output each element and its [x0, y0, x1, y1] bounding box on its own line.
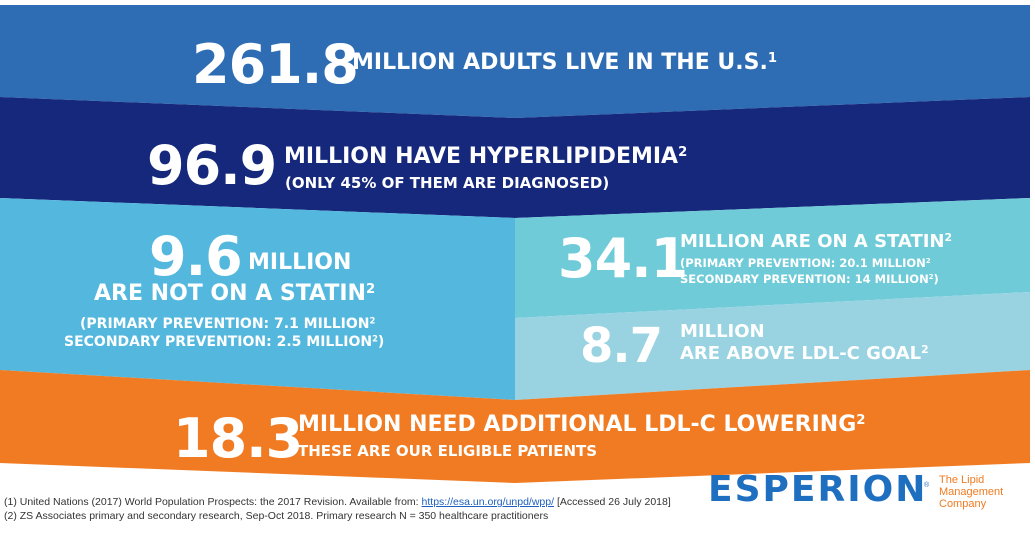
not-on-statin-value: 9.6 [149, 225, 243, 288]
not-on-statin-unit: MILLION [248, 250, 352, 275]
footnote-1-link[interactable]: https://esa.un.org/unpd/wpp/ [421, 496, 555, 508]
adults-label: MILLION ADULTS LIVE IN THE U.S.1 [352, 50, 778, 75]
above-goal-value: 8.7 [580, 318, 663, 374]
band-not-on-statin [0, 198, 515, 400]
above-goal-label: ARE ABOVE LDL-C GOAL2 [680, 343, 929, 364]
adults-value: 261.8 [192, 33, 359, 96]
hyperlipidemia-label: MILLION HAVE HYPERLIPIDEMIA2 [284, 144, 688, 169]
on-statin-secondary: SECONDARY PREVENTION: 14 MILLION2) [680, 272, 939, 286]
hyperlipidemia-value: 96.9 [147, 134, 277, 197]
band-hyperlipidemia [0, 97, 1030, 218]
additional-label: MILLION NEED ADDITIONAL LDL-C LOWERING2 [298, 412, 866, 437]
logo-registered-mark: ® [924, 482, 930, 489]
on-statin-primary: (PRIMARY PREVENTION: 20.1 MILLION2 [680, 256, 931, 270]
esperion-logo: ESPERION [708, 469, 928, 510]
not-on-statin-secondary: SECONDARY PREVENTION: 2.5 MILLION2) [64, 333, 385, 350]
band-on-statin [515, 198, 1030, 318]
band-additional-lowering [0, 370, 1030, 483]
footnote-1: (1) United Nations (2017) World Populati… [4, 496, 671, 508]
logo-tagline: The Lipid Management Company [939, 474, 1004, 511]
on-statin-value: 34.1 [558, 227, 688, 290]
band-above-goal [515, 292, 1030, 400]
additional-value: 18.3 [173, 407, 303, 470]
on-statin-label: MILLION ARE ON A STATIN2 [680, 231, 952, 252]
above-goal-unit: MILLION [680, 321, 765, 342]
band-adults [0, 5, 1030, 118]
footnote-2: (2) ZS Associates primary and secondary … [4, 510, 549, 522]
not-on-statin-label: ARE NOT ON A STATIN2 [94, 281, 376, 306]
not-on-statin-primary: (PRIMARY PREVENTION: 7.1 MILLION2 [80, 315, 376, 332]
hyperlipidemia-note: (ONLY 45% OF THEM ARE DIAGNOSED) [285, 174, 610, 192]
additional-note: THESE ARE OUR ELIGIBLE PATIENTS [298, 442, 598, 460]
